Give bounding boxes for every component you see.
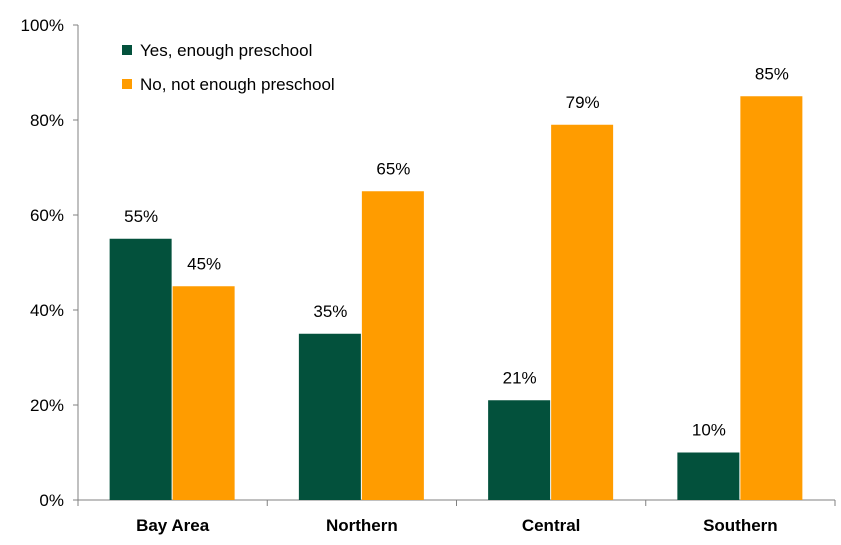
- data-label: 79%: [566, 93, 600, 112]
- bar: [172, 286, 235, 500]
- legend-label: Yes, enough preschool: [140, 41, 312, 60]
- bar: [551, 124, 614, 500]
- bars: [109, 96, 803, 500]
- data-label: 21%: [503, 368, 537, 387]
- data-labels: 55% 45% 35% 65% 21% 79% 10% 85%: [124, 64, 789, 439]
- bar: [361, 191, 424, 500]
- x-category-label: Central: [522, 516, 581, 535]
- data-label: 45%: [187, 254, 221, 273]
- x-category-label: Northern: [326, 516, 398, 535]
- y-tick-label: 100%: [21, 16, 64, 35]
- y-tick-label: 40%: [30, 301, 64, 320]
- data-label: 85%: [755, 64, 789, 83]
- data-label: 35%: [313, 302, 347, 321]
- y-tick-label: 0%: [39, 491, 64, 510]
- data-label: 55%: [124, 207, 158, 226]
- axes: 0% 20% 40% 60% 80% 100% Bay Area Northern Centra…: [21, 16, 836, 535]
- bar: [488, 400, 551, 500]
- y-tick-label: 20%: [30, 396, 64, 415]
- data-label: 10%: [692, 421, 726, 440]
- legend-label: No, not enough preschool: [140, 75, 335, 94]
- legend: Yes, enough preschool No, not enough pres…: [122, 41, 335, 94]
- bar: [677, 452, 740, 500]
- y-tick-label: 80%: [30, 111, 64, 130]
- bar: [740, 96, 803, 500]
- legend-swatch: [122, 79, 132, 89]
- bar: [298, 333, 361, 500]
- data-label: 65%: [376, 159, 410, 178]
- y-tick-label: 60%: [30, 206, 64, 225]
- x-category-label: Bay Area: [136, 516, 210, 535]
- x-category-label: Southern: [703, 516, 778, 535]
- bar: [109, 238, 172, 500]
- legend-swatch: [122, 45, 132, 55]
